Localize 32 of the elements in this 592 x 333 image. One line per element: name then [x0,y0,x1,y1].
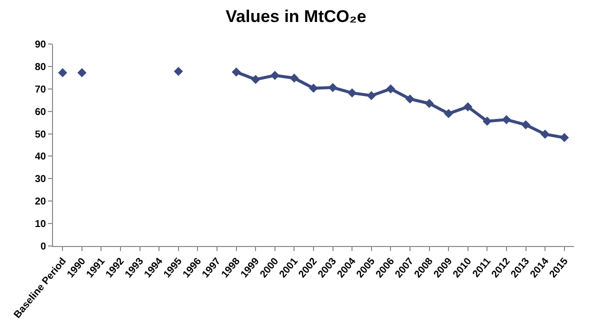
point [560,133,569,142]
point [386,84,396,94]
point [482,116,492,126]
y-tick-label: 50 [34,129,46,140]
point [328,82,338,92]
point [290,74,299,83]
point [77,68,86,78]
point [58,68,68,78]
point [502,115,512,124]
y-tick-label: 80 [34,62,46,73]
chart-title: Values in MtCO₂e [226,6,366,26]
point [463,102,472,112]
y-tick-label: 20 [34,196,46,208]
point [540,130,550,139]
point [424,98,434,108]
point [174,66,183,76]
y-tick-label: 60 [34,106,46,118]
y-tick-label: 40 [34,152,46,163]
y-tick-label: 10 [34,219,46,230]
point [444,109,454,118]
point [270,70,280,80]
point [348,88,357,98]
point [521,120,530,130]
point [366,91,376,100]
point [308,84,318,93]
y-tick-label: 90 [34,40,46,50]
point [251,74,260,84]
point [232,68,241,77]
y-tick-label: 30 [34,174,46,186]
y-tick-label: 70 [34,84,46,96]
y-tick-label: 0 [40,242,46,252]
point [405,94,415,104]
